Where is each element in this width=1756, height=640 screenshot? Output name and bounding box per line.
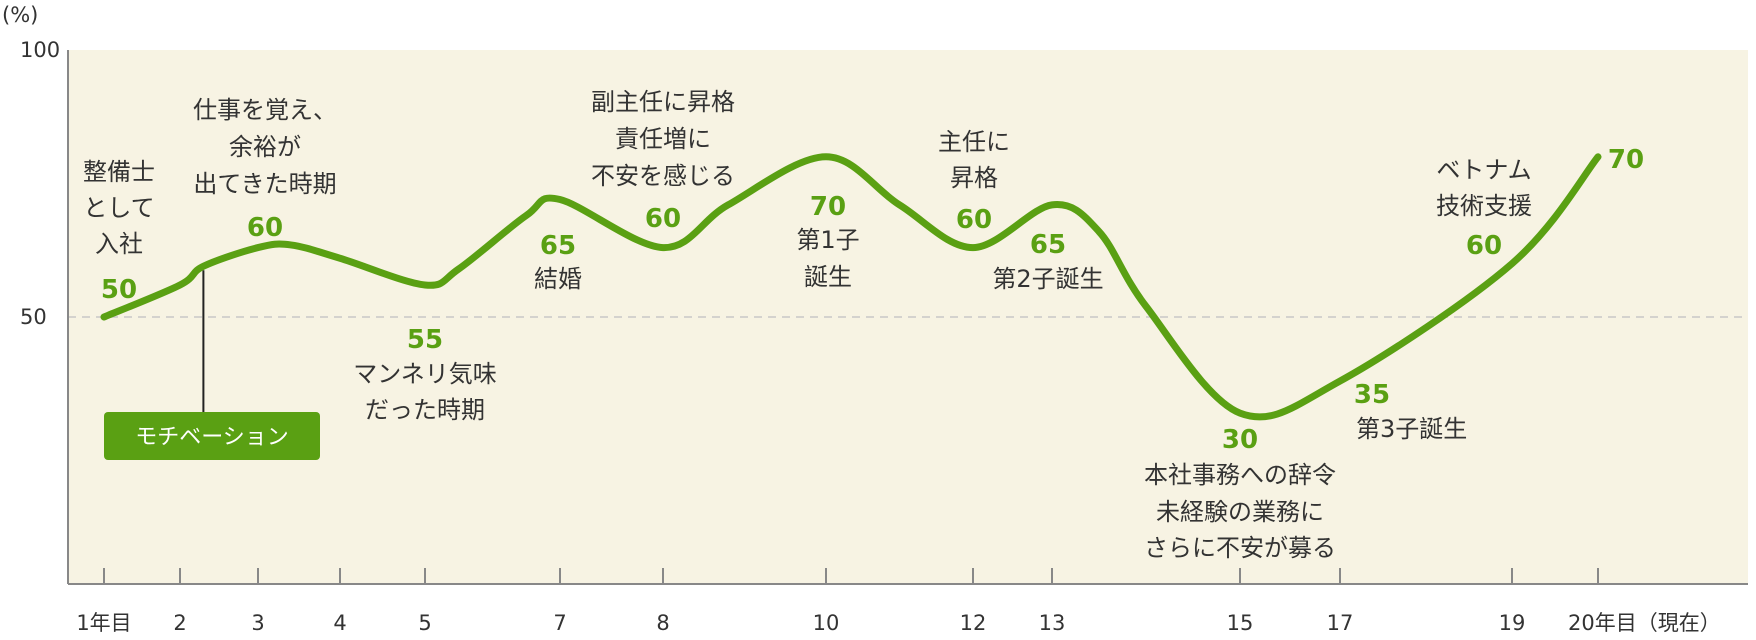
event-label: 整備士 [83,158,155,186]
x-tick-label: 2 [173,611,186,635]
data-label: 30 [1222,425,1258,455]
y-unit-label: (%) [2,3,38,27]
event-label: 結婚 [534,265,582,293]
event-label: 入社 [95,230,143,258]
x-tick-label: 17 [1327,611,1354,635]
event-label: 主任に [938,128,1010,156]
data-label: 60 [247,213,283,243]
data-label: 60 [1466,231,1502,261]
x-tick-label: 15 [1227,611,1254,635]
x-tick-label: 19 [1499,611,1526,635]
data-label: 35 [1354,380,1390,410]
event-label: ベトナム [1436,156,1531,184]
event-label: 責任増に [615,125,711,153]
y-tick-label: 100 [20,38,60,62]
x-tick-label: 20年目（現在） [1568,611,1721,635]
x-tick-label: 12 [960,611,987,635]
x-tick-label: 13 [1039,611,1066,635]
data-label: 60 [645,204,681,234]
x-tick-label: 7 [553,611,566,635]
series-group [100,153,1602,421]
legend-box [104,412,320,460]
y-tick-label: 50 [20,305,47,329]
legend-label: モチベーション [135,425,289,450]
x-tick-label: 10 [813,611,840,635]
event-label: 余裕が [229,133,301,161]
event-label: 副主任に昇格 [591,88,735,116]
event-label: 第3子誕生 [1356,415,1467,443]
event-label: 昇格 [950,164,998,192]
event-label: マンネリ気味 [353,360,497,388]
event-label: 第1子 [796,226,859,254]
data-label: 70 [810,192,846,222]
event-label: さらに不安が募る [1144,534,1336,562]
x-axis: 1年目 2 3 4 5 7 8 10 12 13 15 17 19 20年目（現在） [68,568,1748,635]
event-label: 本社事務への辞令 [1144,461,1336,489]
event-label: 不安を感じる [591,162,735,190]
event-label: 第2子誕生 [992,265,1103,293]
event-label: 未経験の業務に [1156,498,1324,526]
y-axis: 100 50 [20,38,69,584]
x-tick-label: 4 [333,611,346,635]
data-label: 60 [956,205,992,235]
event-label: 技術支援 [1436,192,1532,220]
data-label: 65 [1030,230,1066,260]
event-label: だった時期 [365,396,485,424]
x-tick-label: 8 [656,611,669,635]
event-label: 仕事を覚え、 [193,96,337,124]
data-label: 70 [1608,145,1644,175]
event-label: 誕生 [804,263,852,291]
legend: モチベーション [104,270,320,460]
x-tick-label: 1年目 [76,611,131,635]
x-tick-label: 3 [251,611,264,635]
event-label: として [83,194,154,222]
series-line-motivation [100,153,1602,421]
x-tick-label: 5 [418,611,431,635]
data-label: 55 [407,325,443,355]
data-label: 50 [101,275,137,305]
data-label: 65 [540,231,576,261]
event-label: 出てきた時期 [193,170,336,198]
